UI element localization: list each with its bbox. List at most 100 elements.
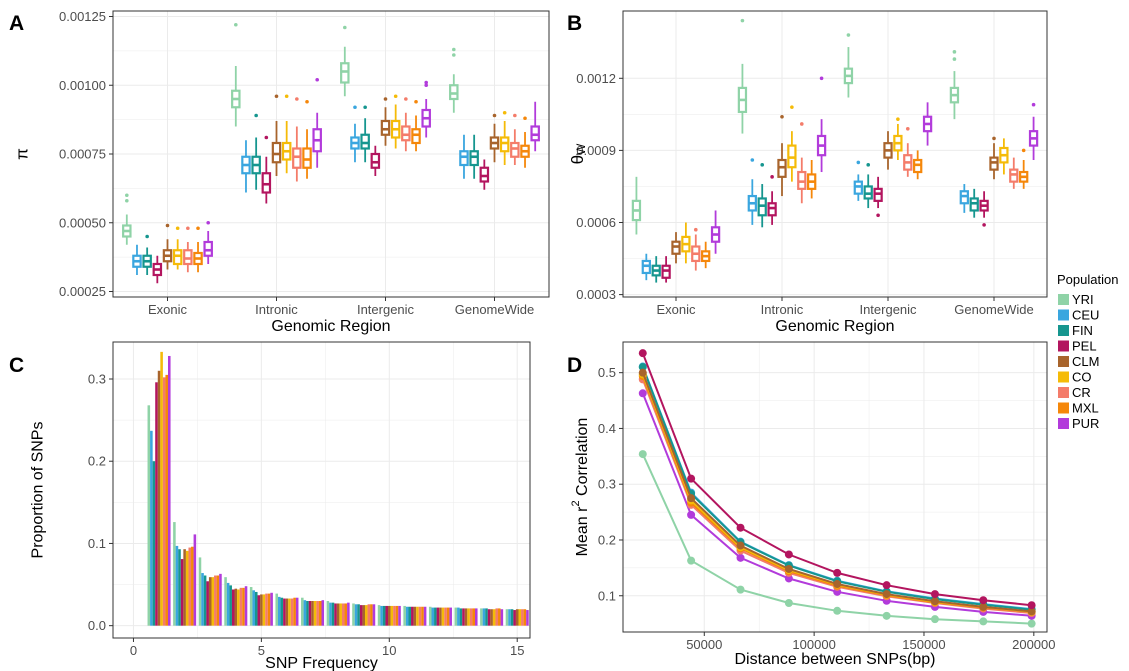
legend-title: Population — [1057, 272, 1118, 287]
box-yri-intronic — [737, 18, 748, 134]
bar-clm-12 — [439, 607, 442, 626]
legend-label-yri: YRI — [1072, 292, 1094, 307]
legend-key-yri — [1058, 294, 1069, 305]
box-ceu-genomewide — [459, 134, 469, 179]
box-fin-genomewide — [469, 134, 479, 179]
bar-cr-15 — [521, 609, 524, 626]
bar-fin-4 — [229, 585, 232, 626]
point-fin — [638, 363, 647, 372]
bar-clm-3 — [208, 577, 212, 626]
bar-yri-9 — [352, 603, 355, 626]
point-clm — [930, 597, 939, 606]
bar-clm-11 — [413, 606, 417, 626]
box-fin-exonic — [142, 234, 152, 275]
box-outlier — [896, 117, 900, 121]
box-ceu-intronic — [747, 158, 757, 225]
box-outlier — [383, 97, 388, 101]
point-yri — [882, 611, 891, 620]
bar-clm-5 — [260, 594, 263, 626]
box-mxl-intergenic — [411, 99, 421, 152]
box-outlier — [165, 223, 170, 228]
y-tick-label: 0.5 — [598, 365, 616, 380]
box-yri-exonic — [122, 193, 132, 245]
box-outlier — [175, 226, 180, 231]
box-body — [479, 166, 490, 183]
x-tick-label: 100000 — [792, 637, 835, 652]
box-body — [449, 84, 459, 101]
bar-yri-1 — [147, 405, 151, 626]
box-co-intergenic — [390, 94, 401, 149]
bar-fin-7 — [306, 601, 309, 626]
x-tick-label: 200000 — [1012, 637, 1055, 652]
point-clm — [1027, 607, 1036, 616]
box-outlier — [363, 105, 367, 110]
legend-label-ceu: CEU — [1072, 308, 1099, 323]
bar-pel-9 — [359, 605, 363, 626]
bar-co-2 — [185, 550, 189, 626]
box-outlier — [952, 57, 957, 61]
box-co-genomewide — [999, 138, 1009, 175]
point-pel — [882, 581, 891, 590]
bar-ceu-15 — [508, 609, 511, 626]
bar-cr-1 — [162, 377, 166, 626]
legend-label-co: CO — [1072, 370, 1092, 385]
bar-co-6 — [288, 598, 291, 626]
point-pur — [736, 553, 745, 562]
box-outlier — [819, 76, 824, 81]
box-outlier — [393, 94, 398, 99]
box-outlier — [760, 163, 765, 167]
box-outlier — [693, 227, 698, 232]
bar-pur-11 — [423, 606, 427, 626]
box-outlier — [982, 223, 986, 227]
box-body — [261, 172, 272, 194]
bar-fin-2 — [178, 549, 181, 626]
box-co-exonic — [172, 226, 183, 270]
bar-co-11 — [416, 606, 419, 626]
bar-co-5 — [262, 594, 266, 626]
point-clm — [687, 494, 696, 503]
bar-cr-2 — [188, 547, 192, 626]
bar-yri-5 — [249, 587, 253, 626]
box-outlier — [876, 213, 880, 218]
box-outlier — [353, 105, 357, 110]
y-tick-label: 0.2 — [88, 454, 106, 469]
bar-ceu-14 — [482, 608, 486, 626]
box-outlier — [424, 80, 428, 85]
bar-ceu-5 — [252, 590, 255, 626]
box-fin-intronic — [251, 113, 261, 190]
bar-mxl-15 — [523, 609, 527, 626]
legend-key-ceu — [1058, 309, 1069, 321]
y-axis-title: Proportion of SNPs — [30, 422, 47, 559]
box-body — [469, 150, 479, 167]
point-clm — [833, 580, 842, 589]
bar-fin-3 — [203, 575, 207, 626]
y-tick-label: 0.3 — [598, 477, 616, 492]
box-outlier — [523, 116, 527, 121]
box-ceu-exonic — [641, 253, 651, 281]
bar-yri-11 — [403, 605, 406, 626]
bar-co-8 — [339, 603, 342, 626]
box-fin-intergenic — [360, 105, 370, 163]
point-pel — [736, 523, 745, 532]
point-yri — [687, 556, 696, 565]
box-mxl-genomewide — [520, 116, 530, 168]
point-yri — [1027, 619, 1036, 628]
x-axis-title: Genomic Region — [775, 318, 894, 335]
point-yri — [833, 606, 842, 615]
box-ceu-genomewide — [959, 184, 969, 213]
bar-yri-3 — [198, 557, 202, 626]
bar-cr-5 — [265, 593, 268, 626]
point-pur — [784, 574, 793, 583]
bar-pur-1 — [168, 355, 171, 626]
legend-key-pur — [1058, 418, 1069, 429]
box-outlier — [234, 22, 238, 27]
box-outlier — [186, 226, 190, 231]
bar-ceu-7 — [303, 600, 307, 626]
bar-cr-8 — [341, 603, 345, 626]
bar-pel-6 — [283, 598, 286, 626]
bar-mxl-9 — [370, 604, 373, 626]
bar-pel-3 — [206, 581, 209, 626]
box-mxl-intronic — [302, 99, 312, 179]
bar-ceu-9 — [354, 604, 358, 626]
